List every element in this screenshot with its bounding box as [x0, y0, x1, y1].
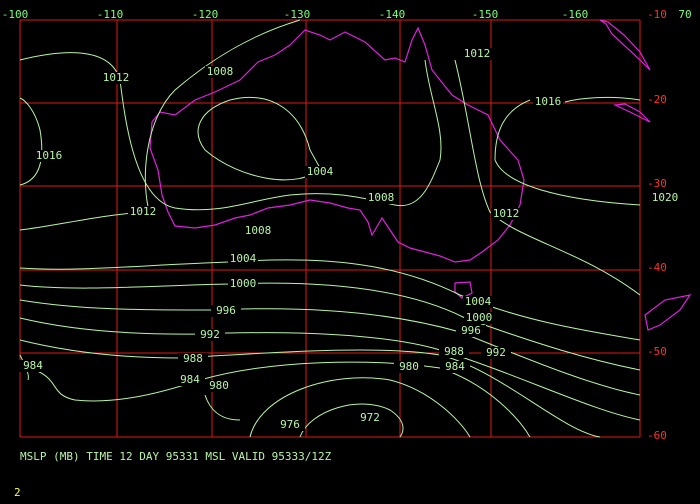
isobar — [249, 377, 471, 438]
label-background — [491, 208, 521, 220]
isobar — [299, 403, 404, 438]
longitude-label: -100 — [2, 8, 29, 21]
isobar-label: 1012 — [130, 205, 157, 218]
new-zealand-outline — [644, 294, 692, 331]
label-background — [464, 312, 494, 324]
label-background — [456, 325, 486, 337]
isobar — [564, 96, 641, 103]
label-background — [178, 353, 208, 365]
isobar-label: 1012 — [103, 71, 130, 84]
isobar-label: 1000 — [466, 311, 493, 324]
label-background — [128, 206, 158, 218]
longitude-label: -110 — [97, 8, 124, 21]
caption: MSLP (MB) TIME 12 DAY 95331 MSL VALID 95… — [20, 450, 332, 463]
label-background — [101, 72, 131, 84]
isobar-label: 980 — [209, 379, 229, 392]
label-background — [481, 347, 511, 359]
label-background — [355, 412, 385, 424]
label-background — [34, 150, 64, 162]
isobar-label: 988 — [444, 345, 464, 358]
isobar-label: 1000 — [230, 277, 257, 290]
label-background — [533, 96, 563, 108]
isobar-label: 988 — [183, 352, 203, 365]
label-background — [228, 253, 258, 265]
isobar-label: 996 — [461, 324, 481, 337]
label-background — [175, 374, 205, 386]
isobar-label: 980 — [399, 360, 419, 373]
isobar-label: 1012 — [493, 207, 520, 220]
isobar-label: 992 — [200, 328, 220, 341]
label-background — [650, 192, 680, 204]
isobar — [19, 339, 601, 438]
isobar — [19, 259, 641, 341]
isobar-label: 1016 — [36, 149, 63, 162]
isobar-label: 1008 — [245, 224, 272, 237]
label-background — [275, 419, 305, 431]
longitude-label: -130 — [284, 8, 311, 21]
isobar — [34, 361, 531, 438]
label-background — [462, 48, 492, 60]
isobar-label: 992 — [486, 346, 506, 359]
longitude-label: -120 — [192, 8, 219, 21]
isobar — [19, 282, 641, 371]
latitude-label: -20 — [647, 93, 667, 106]
isobar — [204, 394, 241, 421]
label-background — [305, 166, 335, 178]
isobar-label: 972 — [360, 411, 380, 424]
isobar — [197, 96, 321, 181]
isobar — [19, 317, 641, 421]
isobar — [454, 59, 641, 296]
isobar-label: 984 — [23, 359, 43, 372]
label-background — [18, 360, 48, 372]
longitude-label: -150 — [472, 8, 499, 21]
latitude-label: -30 — [647, 177, 667, 190]
longitude-label: 70 — [678, 8, 691, 21]
frame-number: 2 — [14, 486, 21, 499]
label-background — [394, 361, 424, 373]
longitude-label: -140 — [379, 8, 406, 21]
latitude-label: -40 — [647, 261, 667, 274]
label-background — [228, 278, 258, 290]
latitude-label: -60 — [647, 429, 667, 442]
isobar-label: 1004 — [465, 295, 492, 308]
label-background — [205, 66, 235, 78]
isobar — [144, 19, 301, 216]
isobar-label: 1020 — [652, 191, 679, 204]
isobar — [19, 299, 641, 396]
isobar-label: 976 — [280, 418, 300, 431]
label-background — [204, 380, 234, 392]
label-background — [366, 192, 396, 204]
new-guinea-outline — [599, 19, 651, 71]
isobar — [494, 99, 641, 206]
tasmania-outline — [454, 281, 473, 299]
isobar — [19, 97, 43, 186]
label-background — [211, 305, 241, 317]
isobar-label: 1008 — [207, 65, 234, 78]
isobar-label: 1008 — [368, 191, 395, 204]
isobar-label: 1004 — [230, 252, 257, 265]
label-background — [439, 346, 469, 358]
longitude-label: -160 — [562, 8, 589, 21]
island-outline — [612, 103, 651, 123]
isobar-label: 984 — [180, 373, 200, 386]
latitude-label: -10 — [647, 8, 667, 21]
isobar-label: 1016 — [535, 95, 562, 108]
label-background — [440, 361, 470, 373]
label-background — [243, 225, 273, 237]
label-background — [195, 329, 225, 341]
latitude-label: -50 — [647, 345, 667, 358]
isobar-label: 1012 — [464, 47, 491, 60]
label-background — [463, 296, 493, 308]
isobar-label: 1004 — [307, 165, 334, 178]
isobar-label: 984 — [445, 360, 465, 373]
isobar-label: 996 — [216, 304, 236, 317]
